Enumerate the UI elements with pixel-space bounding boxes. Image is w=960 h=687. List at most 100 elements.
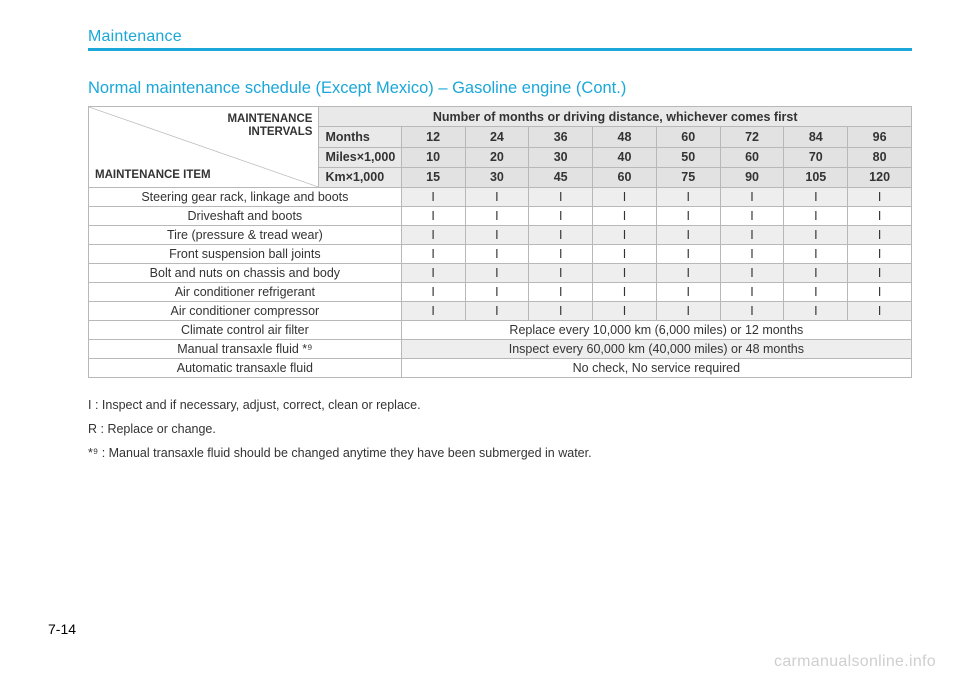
legend-star9: *⁹ : Manual transaxle fluid should be ch… (88, 442, 912, 466)
maintenance-cell: I (401, 245, 465, 264)
maintenance-cell: I (848, 207, 912, 226)
maintenance-cell: I (529, 264, 593, 283)
maintenance-item-name: Tire (pressure & tread wear) (89, 226, 402, 245)
interval-value: 60 (656, 127, 720, 147)
maintenance-cell: I (720, 283, 784, 302)
maintenance-cell: I (401, 264, 465, 283)
interval-value: 24 (465, 127, 529, 147)
maintenance-cell: I (465, 245, 529, 264)
maintenance-cell: I (401, 226, 465, 245)
maintenance-cell: I (656, 226, 720, 245)
maintenance-cell: I (593, 226, 657, 245)
maintenance-cell: I (784, 245, 848, 264)
maintenance-item-name: Air conditioner compressor (89, 302, 402, 321)
maintenance-cell: I (656, 283, 720, 302)
maintenance-cell: I (784, 226, 848, 245)
maintenance-cell: I (848, 283, 912, 302)
maintenance-item-name: Front suspension ball joints (89, 245, 402, 264)
maintenance-cell: I (848, 245, 912, 264)
maintenance-cell: I (465, 226, 529, 245)
interval-value: 10 (401, 147, 465, 167)
maintenance-cell: I (593, 245, 657, 264)
section-title: Normal maintenance schedule (Except Mexi… (88, 79, 912, 98)
maintenance-cell: I (720, 188, 784, 207)
legend-r: R : Replace or change. (88, 418, 912, 442)
table-row: Air conditioner refrigerantIIIIIIII (89, 283, 912, 302)
chapter-title: Maintenance (88, 28, 182, 46)
maintenance-cell: I (656, 302, 720, 321)
interval-value: 48 (593, 127, 657, 147)
table-row: Steering gear rack, linkage and bootsIII… (89, 188, 912, 207)
maintenance-item-name: Air conditioner refrigerant (89, 283, 402, 302)
maintenance-cell: I (656, 207, 720, 226)
maintenance-cell: I (401, 302, 465, 321)
maintenance-cell: I (720, 226, 784, 245)
interval-value: 36 (529, 127, 593, 147)
maintenance-cell: I (784, 302, 848, 321)
maintenance-cell: I (465, 188, 529, 207)
maintenance-cell: I (656, 264, 720, 283)
interval-value: 20 (465, 147, 529, 167)
interval-value: 30 (465, 167, 529, 187)
maintenance-cell: I (529, 188, 593, 207)
table-row: Air conditioner compressorIIIIIIII (89, 302, 912, 321)
maintenance-cell: I (529, 302, 593, 321)
maintenance-item-note: Replace every 10,000 km (6,000 miles) or… (401, 321, 911, 340)
legend-i: I : Inspect and if necessary, adjust, co… (88, 394, 912, 418)
interval-value: 60 (720, 147, 784, 167)
maintenance-cell: I (593, 283, 657, 302)
maintenance-cell: I (465, 264, 529, 283)
maintenance-cell: I (465, 283, 529, 302)
interval-value: 15 (401, 167, 465, 187)
maintenance-item-name: Climate control air filter (89, 321, 402, 340)
maintenance-cell: I (529, 207, 593, 226)
table-row: Climate control air filterReplace every … (89, 321, 912, 340)
maintenance-cell: I (401, 188, 465, 207)
maintenance-cell: I (720, 245, 784, 264)
interval-row-label: Miles×1,000 (319, 147, 401, 167)
header-note: Number of months or driving distance, wh… (319, 107, 912, 127)
header-intervals-label: MAINTENANCEINTERVALS (227, 113, 312, 139)
maintenance-cell: I (848, 302, 912, 321)
interval-value: 45 (529, 167, 593, 187)
maintenance-cell: I (593, 207, 657, 226)
maintenance-item-note: No check, No service required (401, 359, 911, 378)
maintenance-cell: I (529, 283, 593, 302)
maintenance-item-note: Inspect every 60,000 km (40,000 miles) o… (401, 340, 911, 359)
maintenance-item-name: Automatic transaxle fluid (89, 359, 402, 378)
table-row: Automatic transaxle fluidNo check, No se… (89, 359, 912, 378)
interval-value: 105 (784, 167, 848, 187)
maintenance-cell: I (656, 245, 720, 264)
maintenance-cell: I (784, 188, 848, 207)
interval-value: 30 (529, 147, 593, 167)
maintenance-cell: I (848, 188, 912, 207)
maintenance-cell: I (784, 207, 848, 226)
maintenance-table: MAINTENANCEINTERVALSMAINTENANCE ITEMNumb… (88, 106, 912, 378)
maintenance-cell: I (720, 302, 784, 321)
interval-row-label: Months (319, 127, 401, 147)
header-diagonal-cell: MAINTENANCEINTERVALSMAINTENANCE ITEM (89, 107, 319, 188)
interval-value: 80 (848, 147, 912, 167)
maintenance-cell: I (401, 207, 465, 226)
page-number: 7-14 (48, 621, 76, 637)
table-row: Driveshaft and bootsIIIIIIII (89, 207, 912, 226)
interval-value: 12 (401, 127, 465, 147)
maintenance-item-name: Bolt and nuts on chassis and body (89, 264, 402, 283)
interval-value: 50 (656, 147, 720, 167)
interval-value: 70 (784, 147, 848, 167)
maintenance-cell: I (465, 302, 529, 321)
maintenance-cell: I (720, 207, 784, 226)
maintenance-cell: I (784, 264, 848, 283)
interval-value: 60 (593, 167, 657, 187)
maintenance-cell: I (656, 188, 720, 207)
interval-value: 90 (720, 167, 784, 187)
chapter-header: Maintenance (88, 28, 912, 51)
maintenance-cell: I (529, 245, 593, 264)
interval-value: 96 (848, 127, 912, 147)
maintenance-cell: I (848, 226, 912, 245)
maintenance-cell: I (593, 264, 657, 283)
maintenance-cell: I (784, 283, 848, 302)
maintenance-item-name: Steering gear rack, linkage and boots (89, 188, 402, 207)
legend-notes: I : Inspect and if necessary, adjust, co… (88, 394, 912, 465)
table-row: Bolt and nuts on chassis and bodyIIIIIII… (89, 264, 912, 283)
